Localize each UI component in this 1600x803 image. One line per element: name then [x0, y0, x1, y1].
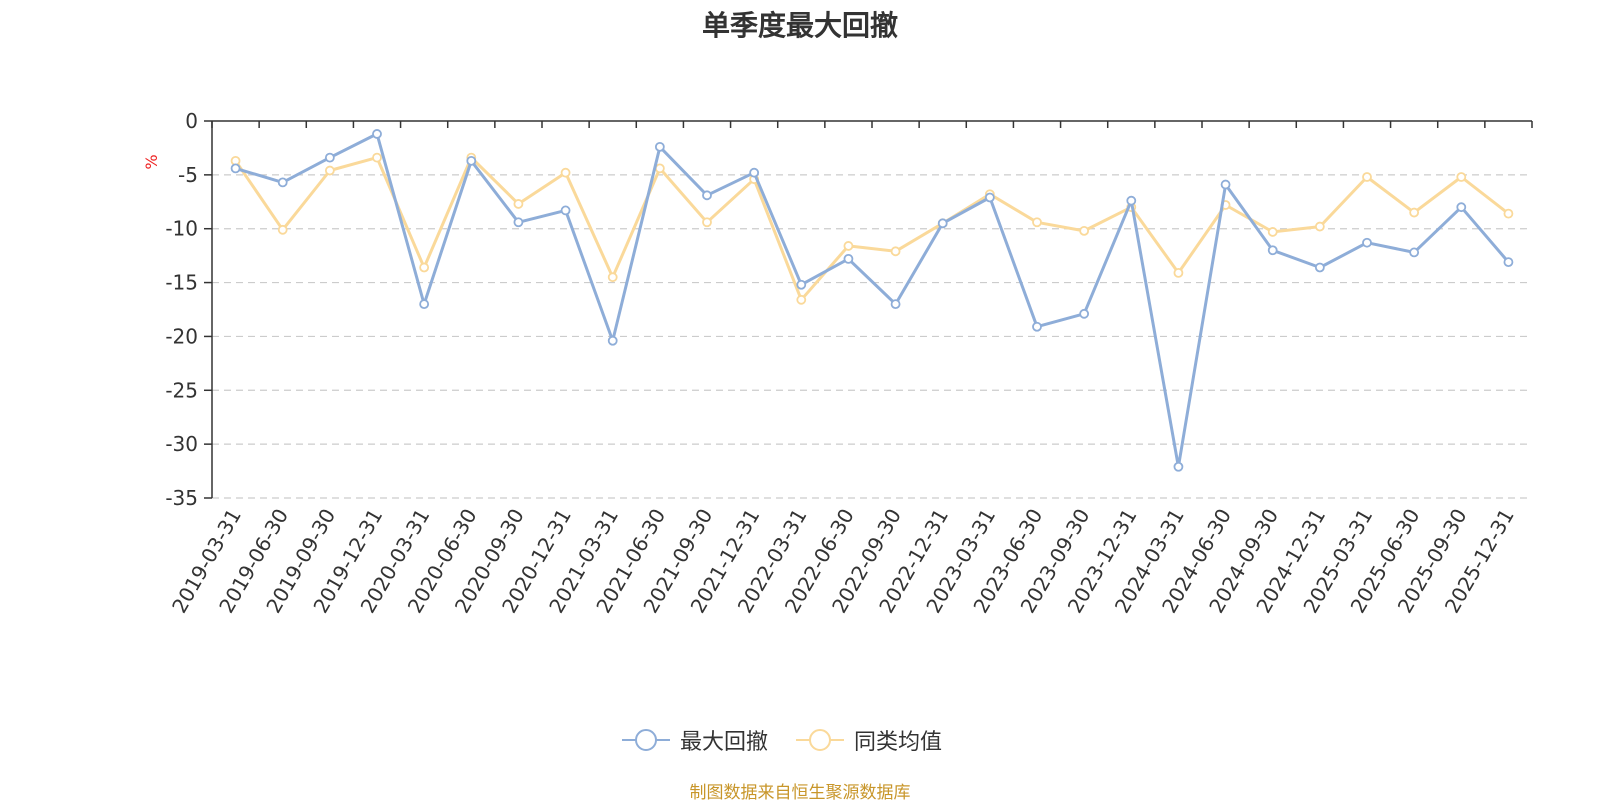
- y-tick-label: -5: [178, 163, 198, 187]
- data-point: [1409, 247, 1420, 258]
- data-point: [372, 129, 382, 139]
- chart-title: 单季度最大回撤: [701, 9, 898, 42]
- data-point: [607, 272, 618, 283]
- data-point: [1220, 179, 1231, 190]
- series-line: [235, 132, 1510, 469]
- data-point: [513, 217, 524, 228]
- data-point: [1503, 208, 1514, 219]
- data-source-note: 制图数据来自恒生聚源数据库: [689, 783, 911, 803]
- series-line: [234, 156, 1510, 302]
- y-axis-unit-label: %: [142, 154, 161, 169]
- data-point: [890, 246, 901, 257]
- y-tick-label: -20: [165, 324, 198, 348]
- data-point: [230, 163, 241, 174]
- data-point: [1456, 202, 1467, 213]
- data-point: [1362, 237, 1372, 248]
- data-point: [513, 199, 524, 209]
- data-point: [419, 299, 430, 310]
- data-point: [277, 224, 288, 235]
- legend-label: 最大回撤: [680, 730, 769, 755]
- data-point: [1267, 227, 1278, 237]
- data-point: [1362, 172, 1372, 182]
- data-point: [1267, 245, 1278, 256]
- data-point: [654, 163, 665, 174]
- data-point: [1079, 225, 1090, 236]
- data-point: [324, 152, 335, 163]
- data-point: [796, 279, 807, 290]
- data-point: [702, 217, 712, 228]
- data-point: [372, 152, 382, 163]
- data-point: [607, 335, 618, 346]
- data-point: [702, 190, 712, 201]
- y-tick-label: 0: [185, 109, 198, 133]
- data-point: [466, 155, 477, 166]
- y-tick-label: -15: [165, 271, 198, 295]
- data-point: [1032, 217, 1042, 228]
- data-point: [560, 205, 571, 216]
- data-point: [419, 262, 430, 273]
- data-point: [277, 177, 288, 188]
- data-point: [324, 165, 335, 176]
- data-point: [1173, 267, 1184, 278]
- data-point: [1032, 321, 1042, 332]
- data-point: [1314, 262, 1325, 273]
- y-tick-label: -10: [165, 217, 198, 241]
- data-point: [843, 253, 854, 264]
- legend-item-max-drawdown[interactable]: 最大回撤: [622, 722, 768, 758]
- data-point: [1079, 308, 1090, 319]
- data-point: [749, 167, 760, 178]
- legend-line-circle-icon: [796, 729, 844, 751]
- data-point: [1126, 195, 1137, 206]
- legend: 最大回撤 同类均值: [0, 722, 1600, 762]
- legend-label: 同类均值: [854, 730, 943, 755]
- data-point: [1173, 461, 1184, 472]
- data-point: [654, 141, 665, 152]
- y-tick-label: -35: [165, 486, 198, 510]
- legend-line-circle-icon: [622, 729, 670, 751]
- y-tick-label: -30: [165, 432, 198, 456]
- data-point: [560, 167, 571, 178]
- data-point: [984, 192, 995, 203]
- y-tick-label: -25: [165, 378, 198, 402]
- data-point: [1409, 207, 1420, 218]
- data-point: [1456, 172, 1467, 182]
- data-point: [890, 299, 901, 310]
- data-point: [937, 218, 948, 229]
- data-point: [796, 294, 807, 305]
- data-point: [1503, 257, 1514, 268]
- data-point: [843, 241, 854, 251]
- data-point: [1314, 221, 1325, 232]
- legend-item-peer-average[interactable]: 同类均值: [796, 722, 942, 758]
